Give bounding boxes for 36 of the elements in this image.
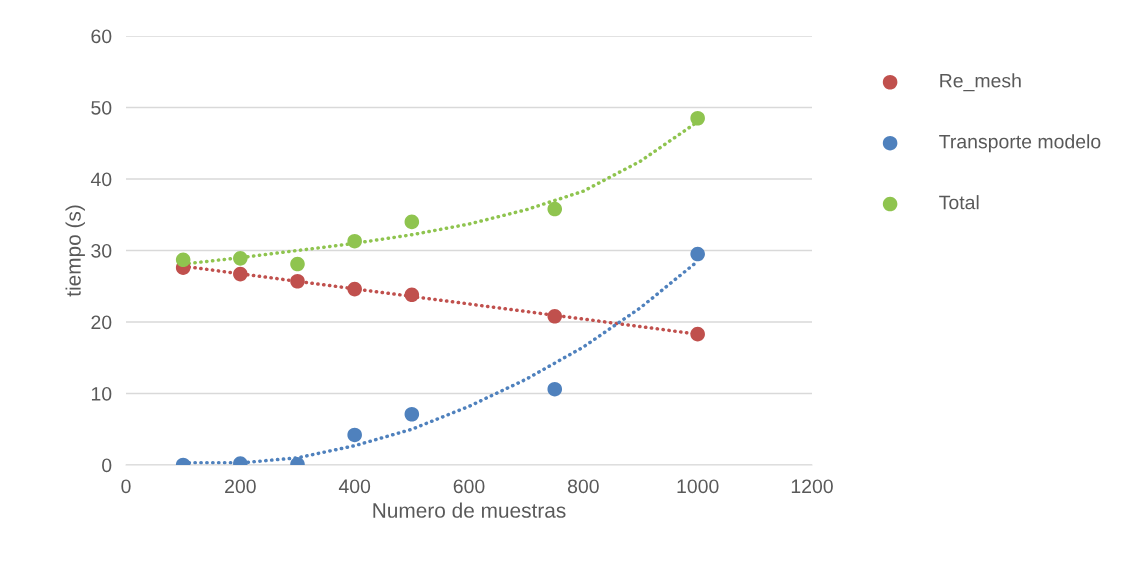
y-tick-label: 50 <box>91 100 112 115</box>
point <box>175 252 191 268</box>
legend-label: Re_mesh <box>940 73 1021 92</box>
point <box>404 406 420 422</box>
point <box>404 287 420 303</box>
x-tick-label: 400 <box>338 479 371 494</box>
point <box>347 427 362 443</box>
x-tick-label: 0 <box>121 479 131 494</box>
point <box>233 266 248 282</box>
legend-label: Transporte modelo <box>939 134 1101 153</box>
y-tick-label: 30 <box>91 243 112 258</box>
x-tick-label: 1200 <box>791 479 833 494</box>
y-axis-title: tiempo (s) <box>65 205 85 297</box>
point <box>547 201 563 217</box>
point <box>547 381 563 397</box>
legend-label: Total <box>939 195 979 210</box>
x-tick-label: 1000 <box>677 479 719 494</box>
point <box>290 256 305 272</box>
x-tick-label: 600 <box>453 479 485 494</box>
x-tick-label: 800 <box>567 479 599 494</box>
y-tick-label: 0 <box>102 458 112 473</box>
y-tick-label: 40 <box>90 172 112 187</box>
y-tick-label: 60 <box>91 29 112 44</box>
point <box>347 233 362 249</box>
point <box>690 246 705 262</box>
x-tick-label: 200 <box>225 479 256 494</box>
point <box>690 326 705 342</box>
x-axis-title: Numero de muestras <box>373 502 566 518</box>
point <box>404 214 420 230</box>
point <box>690 110 705 126</box>
y-tick-label: 10 <box>91 386 112 401</box>
point <box>290 273 305 289</box>
point <box>233 251 248 266</box>
point <box>547 309 563 324</box>
y-tick-label: 20 <box>91 315 112 330</box>
point <box>347 281 362 297</box>
